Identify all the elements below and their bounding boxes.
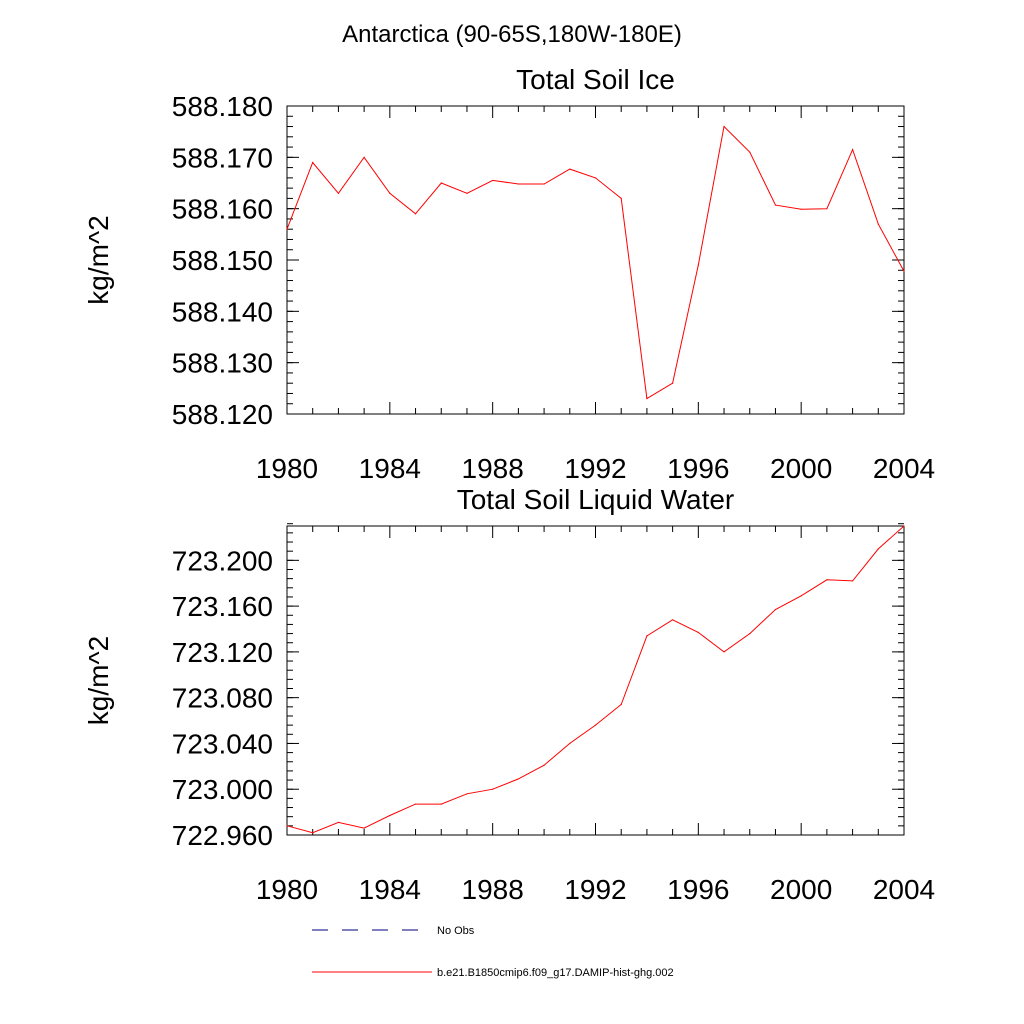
data-point (620, 197, 622, 199)
data-point (569, 168, 571, 170)
y-tick-label: 588.180 (172, 91, 273, 122)
chart-title: Total Soil Ice (516, 64, 675, 95)
x-tick-label: 1988 (462, 874, 524, 905)
data-point (466, 192, 468, 194)
series-line (286, 525, 905, 834)
data-point (594, 177, 597, 179)
data-point (389, 192, 391, 194)
x-tick-label: 1988 (462, 453, 524, 484)
plot-frame (286, 525, 905, 836)
x-tick-label: 2004 (873, 453, 935, 484)
y-tick-label: 588.170 (172, 142, 273, 173)
data-point (363, 156, 365, 158)
data-point (851, 580, 854, 582)
data-point (774, 608, 777, 611)
y-tick-label: 722.960 (172, 820, 273, 851)
data-point (697, 264, 699, 266)
data-point (672, 382, 674, 384)
x-tick-label: 1992 (564, 453, 626, 484)
x-tick-label: 2004 (873, 874, 935, 905)
data-point (312, 161, 314, 164)
data-point (620, 703, 622, 706)
data-point (517, 778, 519, 780)
data-point (903, 525, 905, 527)
x-tick-label: 1980 (256, 453, 318, 484)
x-tick-label: 2000 (770, 874, 832, 905)
data-point (800, 595, 802, 597)
data-point (517, 183, 519, 185)
x-tick-label: 1984 (359, 874, 421, 905)
data-point (492, 179, 494, 182)
y-tick-label: 588.150 (172, 245, 273, 276)
data-point (414, 213, 417, 215)
data-point (826, 208, 828, 210)
data-point (851, 149, 854, 151)
chart-total-soil-liquid-water: Total Soil Liquid Water 1980 1984 1988 1992 1… (83, 484, 935, 905)
data-point (903, 270, 905, 272)
series-line (286, 125, 905, 400)
data-point (286, 228, 288, 230)
y-tick-label: 588.120 (172, 399, 273, 430)
data-point (543, 764, 545, 766)
y-tick-label: 723.200 (172, 545, 273, 576)
chart-title: Total Soil Liquid Water (457, 484, 735, 515)
legend-label-no-obs: No Obs (437, 925, 475, 937)
figure-suptitle: Antarctica (90-65S,180W-180E) (342, 21, 682, 48)
data-point (723, 125, 725, 128)
data-point (774, 204, 777, 206)
data-point (826, 579, 828, 581)
y-tick-label: 588.140 (172, 296, 273, 327)
data-point (312, 832, 314, 834)
data-point (672, 619, 674, 621)
data-point (594, 724, 597, 726)
chart-total-soil-ice: Total Soil Ice 1980 1984 1988 1992 1996 2000 20… (83, 64, 935, 484)
x-tick-label: 1996 (667, 874, 729, 905)
x-tick-label: 1980 (256, 874, 318, 905)
y-tick-label: 588.160 (172, 194, 273, 225)
legend-entry-model: b.e21.B1850cmip6.f09_g17.DAMIP-hist-ghg.… (312, 967, 674, 979)
data-point (800, 208, 802, 210)
data-point (646, 635, 648, 637)
y-tick-label: 723.160 (172, 591, 273, 622)
y-axis-label: kg/m^2 (83, 215, 114, 304)
data-point (697, 631, 699, 634)
legend-entry-no-obs: No Obs (312, 925, 475, 937)
legend-label-model: b.e21.B1850cmip6.f09_g17.DAMIP-hist-ghg.… (437, 967, 674, 979)
y-tick-label: 723.000 (172, 774, 273, 805)
data-point (389, 814, 391, 817)
data-point (877, 548, 879, 550)
data-point (337, 192, 340, 194)
data-point (877, 223, 879, 225)
data-point (569, 742, 571, 745)
data-point (723, 651, 725, 653)
data-point (492, 788, 494, 790)
data-point (440, 182, 442, 184)
data-point (337, 821, 340, 824)
legend: No Obs b.e21.B1850cmip6.f09_g17.DAMIP-hi… (312, 925, 674, 979)
x-tick-label: 1984 (359, 453, 421, 484)
y-tick-label: 723.080 (172, 683, 273, 714)
data-point (363, 827, 365, 829)
data-point (749, 151, 751, 153)
y-axis-label: kg/m^2 (83, 636, 114, 725)
x-tick-label: 1996 (667, 453, 729, 484)
x-tick-label: 2000 (770, 453, 832, 484)
y-tick-label: 588.130 (172, 348, 273, 379)
data-point (440, 803, 442, 805)
y-tick-label: 723.040 (172, 728, 273, 759)
data-point (543, 183, 545, 185)
x-tick-label: 1992 (564, 874, 626, 905)
data-point (286, 825, 288, 827)
data-point (466, 793, 468, 795)
data-point (749, 632, 751, 635)
plot-frame (286, 105, 905, 415)
data-point (414, 803, 417, 805)
data-point (646, 398, 648, 400)
y-tick-label: 723.120 (172, 637, 273, 668)
